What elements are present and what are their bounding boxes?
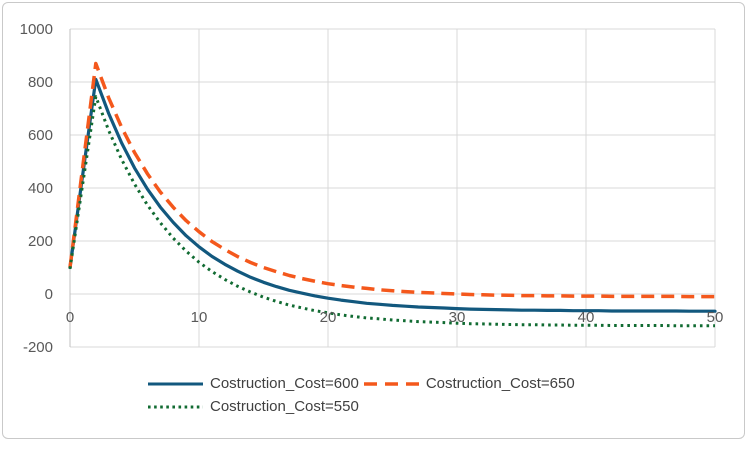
- series-line-costruction-cost-650: [68, 61, 715, 299]
- legend-item-cost-650: Costruction_Cost=650: [363, 375, 575, 392]
- legend-label-cost-600: Costruction_Cost=600: [210, 375, 359, 392]
- x-tick-label-50: 50: [707, 309, 724, 326]
- plot-area: 1000 800 600 400 200 0 -200 0 10 20 30 40 50: [20, 21, 724, 356]
- legend-row-1: Costruction_Cost=600 Costruction_Cost=65…: [148, 375, 575, 392]
- legend-line-sample-dotted: [148, 405, 203, 408]
- legend-item-cost-550: Costruction_Cost=550: [148, 398, 359, 415]
- legend-label-cost-550: Costruction_Cost=550: [210, 398, 359, 415]
- x-tick-label-10: 10: [191, 309, 208, 326]
- y-tick-label-200: 200: [28, 233, 53, 250]
- legend-line-sample-solid: [148, 382, 203, 385]
- x-tick-label-20: 20: [320, 309, 337, 326]
- y-tick-label-800: 800: [28, 74, 53, 91]
- y-tick-label--200: -200: [23, 339, 53, 356]
- x-tick-label-30: 30: [449, 309, 466, 326]
- legend-row-2: Costruction_Cost=550: [148, 398, 575, 415]
- legend: Costruction_Cost=600 Costruction_Cost=65…: [148, 375, 575, 415]
- y-tick-label-600: 600: [28, 127, 53, 144]
- series-line-costruction-cost-600: [68, 77, 717, 313]
- legend-line-sample-dashed: [363, 381, 419, 386]
- y-tick-label-400: 400: [28, 180, 53, 197]
- chart-figure: 1000 800 600 400 200 0 -200 0 10 20 30 40 50 Costruc…: [2, 2, 745, 439]
- legend-label-cost-650: Costruction_Cost=650: [425, 375, 575, 392]
- legend-item-cost-600: Costruction_Cost=600: [148, 375, 359, 392]
- x-tick-label-0: 0: [66, 309, 74, 326]
- y-tick-label-0: 0: [45, 286, 53, 303]
- x-tick-label-40: 40: [578, 309, 595, 326]
- y-tick-label-1000: 1000: [20, 21, 53, 38]
